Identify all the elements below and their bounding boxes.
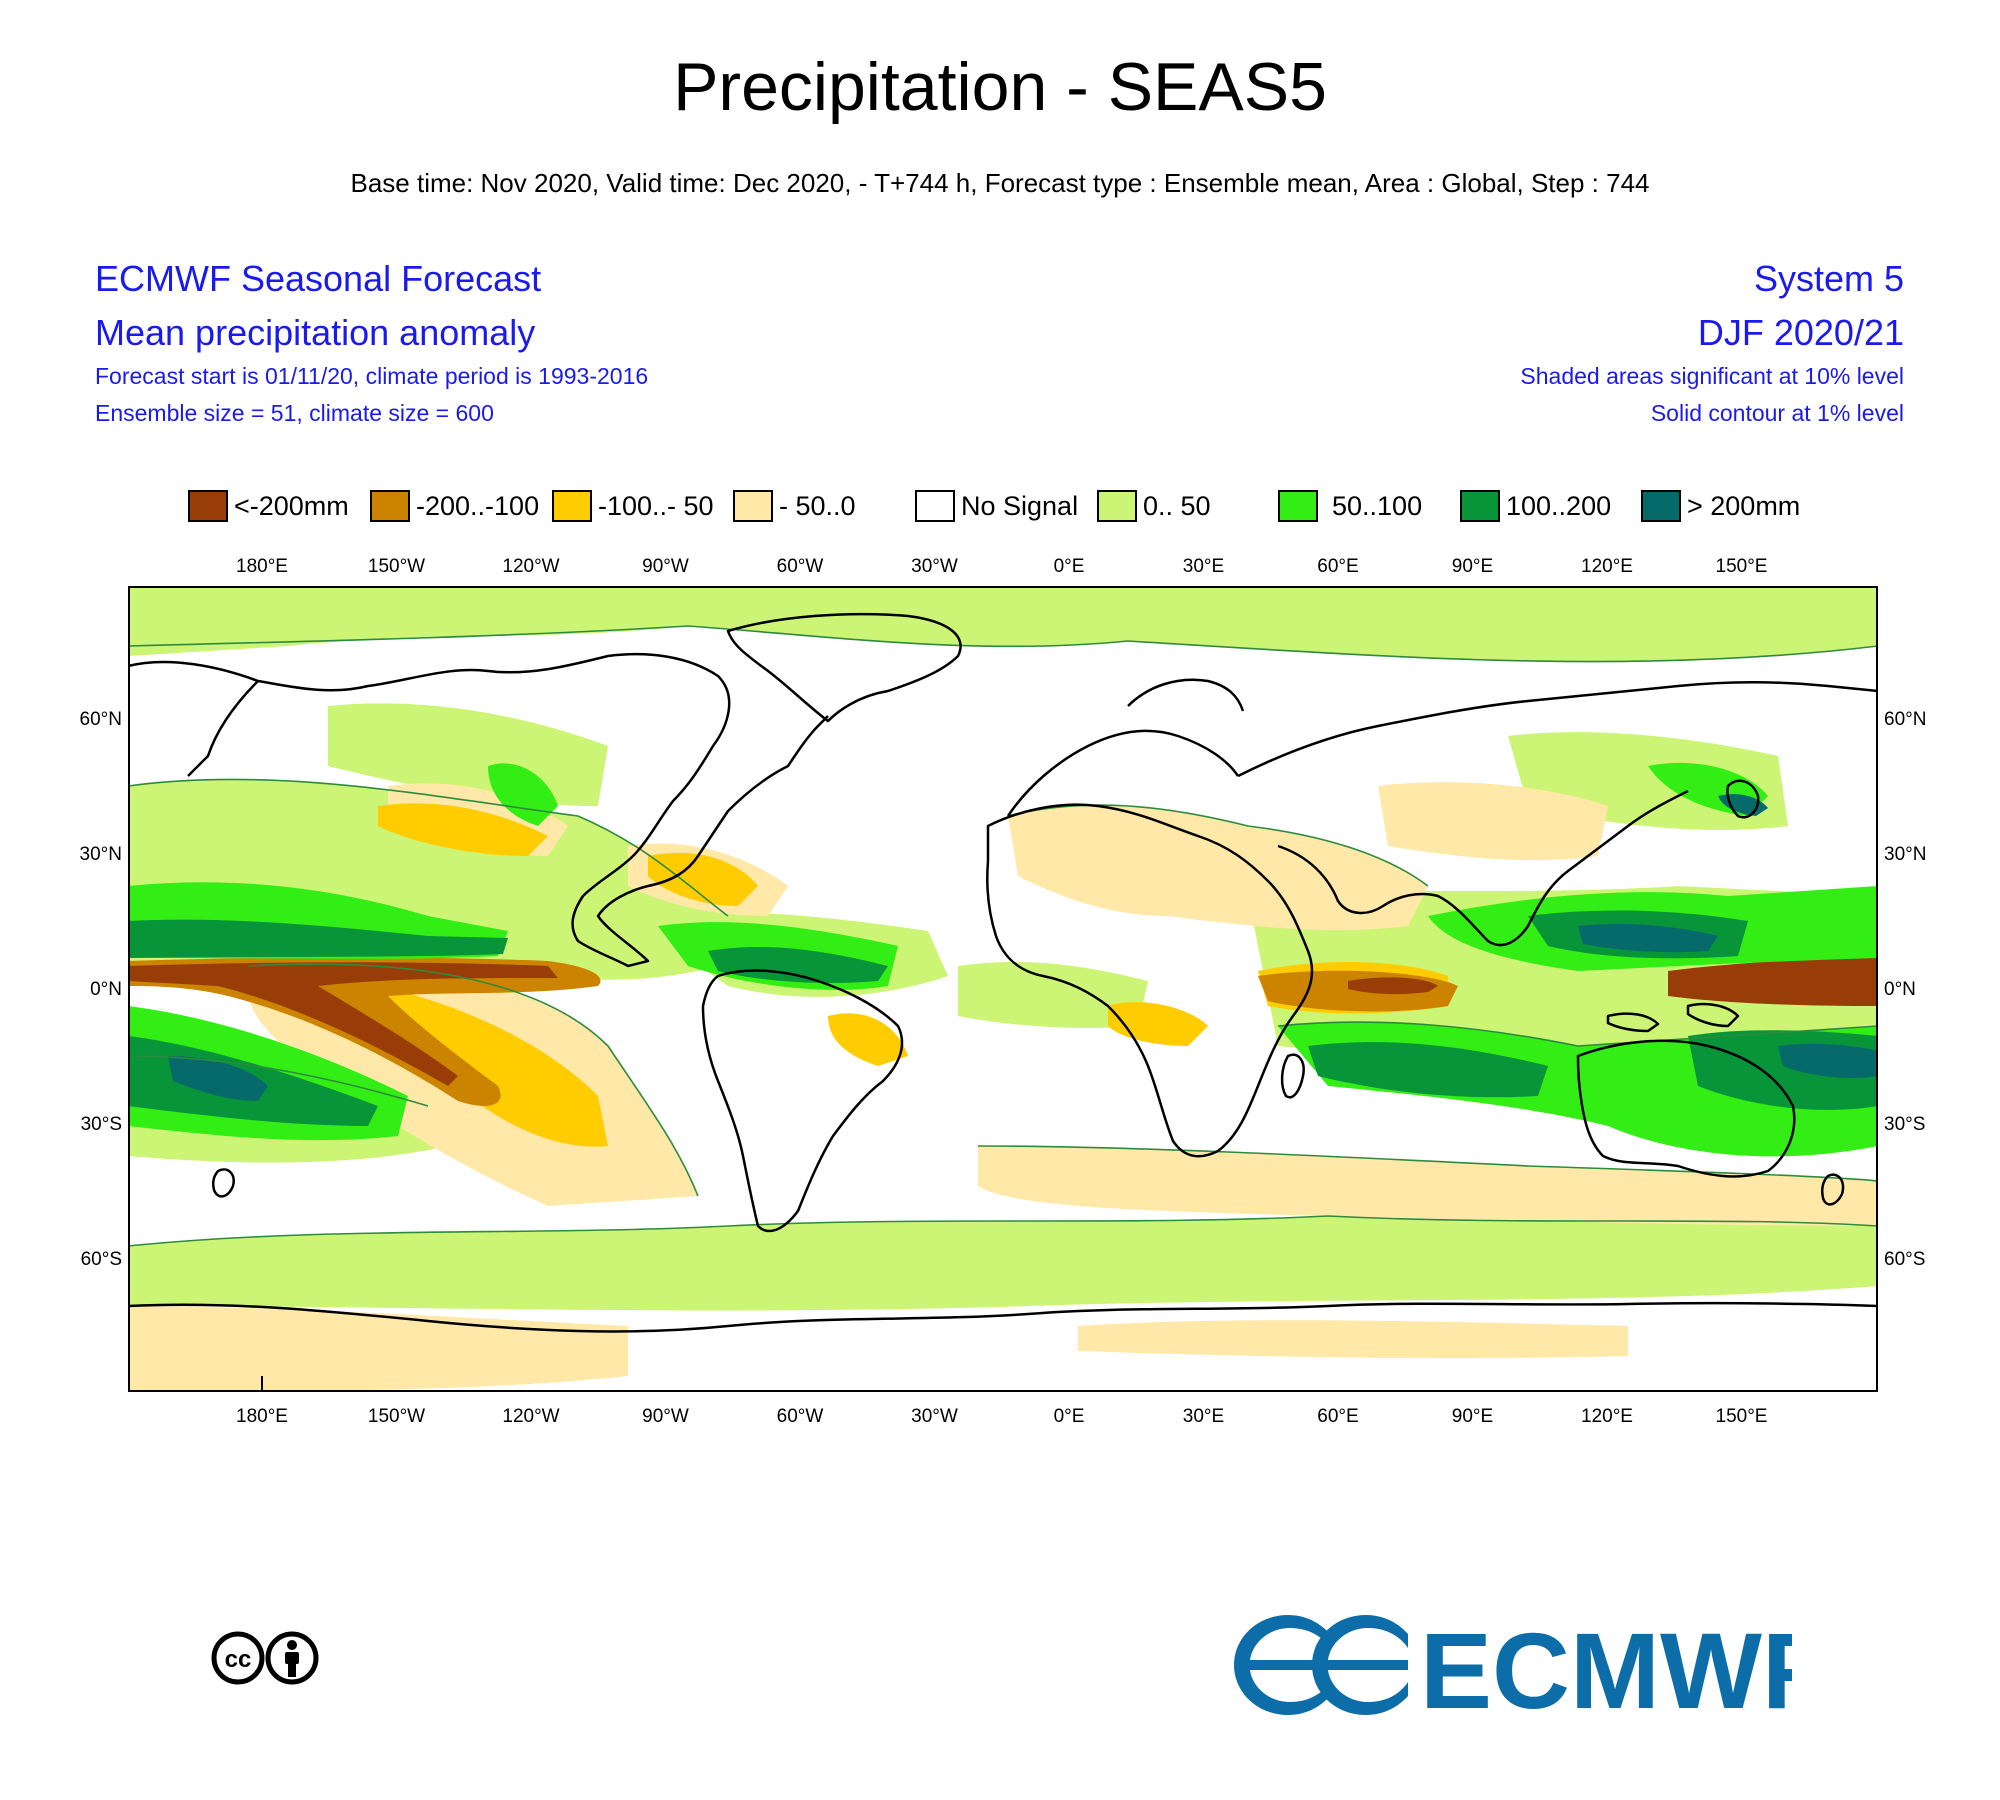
chart-title: Precipitation - SEAS5 — [673, 49, 1327, 125]
legend-swatch — [552, 490, 592, 522]
legend-swatch — [188, 490, 228, 522]
legend-label: 0.. 50 — [1143, 490, 1211, 521]
legend-swatch — [1460, 490, 1500, 522]
legend-item: No Signal — [915, 486, 1078, 526]
legend-swatch — [1278, 490, 1318, 522]
longitude-label: 90°W — [642, 1406, 689, 1427]
coastlines — [128, 612, 1878, 1333]
longitude-label: 120°E — [1581, 1406, 1633, 1427]
legend-label: > 200mm — [1687, 490, 1801, 521]
anomaly-shading-above-200 — [168, 794, 1878, 1101]
legend-label: -200..-100 — [416, 490, 540, 521]
legend-item: <-200mm — [188, 486, 349, 526]
longitude-label: 0°E — [1053, 1406, 1085, 1427]
legend-item: 100..200 — [1460, 486, 1611, 526]
latitude-label: 0°N — [90, 979, 122, 1000]
svg-text:cc: cc — [225, 1646, 252, 1673]
latitude-label: 30°N — [79, 844, 122, 865]
header-contour-note: Solid contour at 1% level — [1650, 400, 1904, 426]
legend-label: <-200mm — [234, 490, 349, 521]
latitude-label: 60°N — [1884, 709, 1927, 730]
latitude-label: 60°S — [80, 1249, 122, 1270]
legend-item: -200..-100 — [370, 486, 539, 526]
longitude-label: 90°E — [1451, 556, 1494, 577]
longitude-label: 150°E — [1715, 1406, 1768, 1427]
legend-label: - 50..0 — [779, 490, 856, 521]
header-variable: Mean precipitation anomaly — [95, 312, 536, 353]
by-icon — [265, 1631, 319, 1685]
latitude-label: 30°S — [80, 1114, 122, 1135]
map-frame — [128, 586, 1878, 1392]
header-system: System 5 — [1753, 258, 1904, 299]
ecmwf-logo-icon: ECMWF — [1234, 1610, 1828, 1731]
longitude-label: 90°W — [642, 556, 689, 577]
longitude-label: 30°E — [1182, 1406, 1225, 1427]
ecmwf-brand: ECMWF — [1232, 1610, 1828, 1731]
latitude-label: 60°N — [79, 709, 122, 730]
longitude-label: 120°E — [1581, 556, 1633, 577]
longitude-label: 30°E — [1182, 556, 1225, 577]
longitude-label: 30°W — [911, 1406, 958, 1427]
longitude-label: 90°E — [1451, 1406, 1494, 1427]
legend-swatch — [370, 490, 410, 522]
longitude-label: 180°E — [236, 1406, 288, 1427]
legend-label: 100..200 — [1506, 490, 1612, 521]
legend-label: -100..- 50 — [598, 490, 714, 521]
legend: <-200mm -200..-100 -100..- 50 - 50..0 No… — [0, 486, 2000, 526]
longitude-label: 60°W — [776, 556, 824, 577]
longitude-label: 120°W — [502, 1406, 560, 1427]
longitude-label: 60°W — [776, 1406, 824, 1427]
longitude-label: 60°E — [1317, 1406, 1359, 1427]
legend-item: 0.. 50 — [1097, 486, 1211, 526]
header-forecast-start: Forecast start is 01/11/20, climate peri… — [95, 363, 649, 389]
latitude-label: 30°S — [1884, 1114, 1926, 1135]
cc-icon: cc — [211, 1631, 265, 1685]
legend-item: -100..- 50 — [552, 486, 714, 526]
header-significance: Shaded areas significant at 10% level — [1520, 363, 1904, 389]
legend-swatch — [1641, 490, 1681, 522]
header-ensemble-size: Ensemble size = 51, climate size = 600 — [95, 400, 494, 426]
legend-label: No Signal — [961, 490, 1079, 521]
legend-swatch — [1097, 490, 1137, 522]
longitude-label: 60°E — [1317, 556, 1359, 577]
latitude-label: 30°N — [1884, 844, 1927, 865]
header-season: DJF 2020/21 — [1697, 312, 1904, 353]
legend-swatch — [915, 490, 955, 522]
longitude-label: 180°E — [236, 556, 288, 577]
longitude-label: 150°E — [1715, 556, 1768, 577]
ecmwf-wordmark: ECMWF — [1420, 1610, 1792, 1720]
longitude-label: 120°W — [502, 556, 560, 577]
longitude-label: 30°W — [911, 556, 958, 577]
longitude-label: 150°W — [367, 556, 426, 577]
legend-item: 50..100 — [1278, 486, 1422, 526]
chart-subtitle: Base time: Nov 2020, Valid time: Dec 202… — [350, 168, 1650, 198]
legend-label: 50..100 — [1332, 490, 1423, 521]
latitude-label: 60°S — [1884, 1249, 1926, 1270]
legend-item: > 200mm — [1641, 486, 1800, 526]
anomaly-map — [128, 586, 1878, 1392]
latitude-label: 0°N — [1884, 979, 1916, 1000]
longitude-label: 150°W — [367, 1406, 426, 1427]
longitude-label: 0°E — [1053, 556, 1085, 577]
anomaly-shading-below-neg200 — [128, 958, 1878, 1086]
cc-by-logo: cc — [211, 1631, 319, 1685]
legend-swatch — [733, 490, 773, 522]
legend-item: - 50..0 — [733, 486, 856, 526]
header-product: ECMWF Seasonal Forecast — [95, 258, 542, 299]
